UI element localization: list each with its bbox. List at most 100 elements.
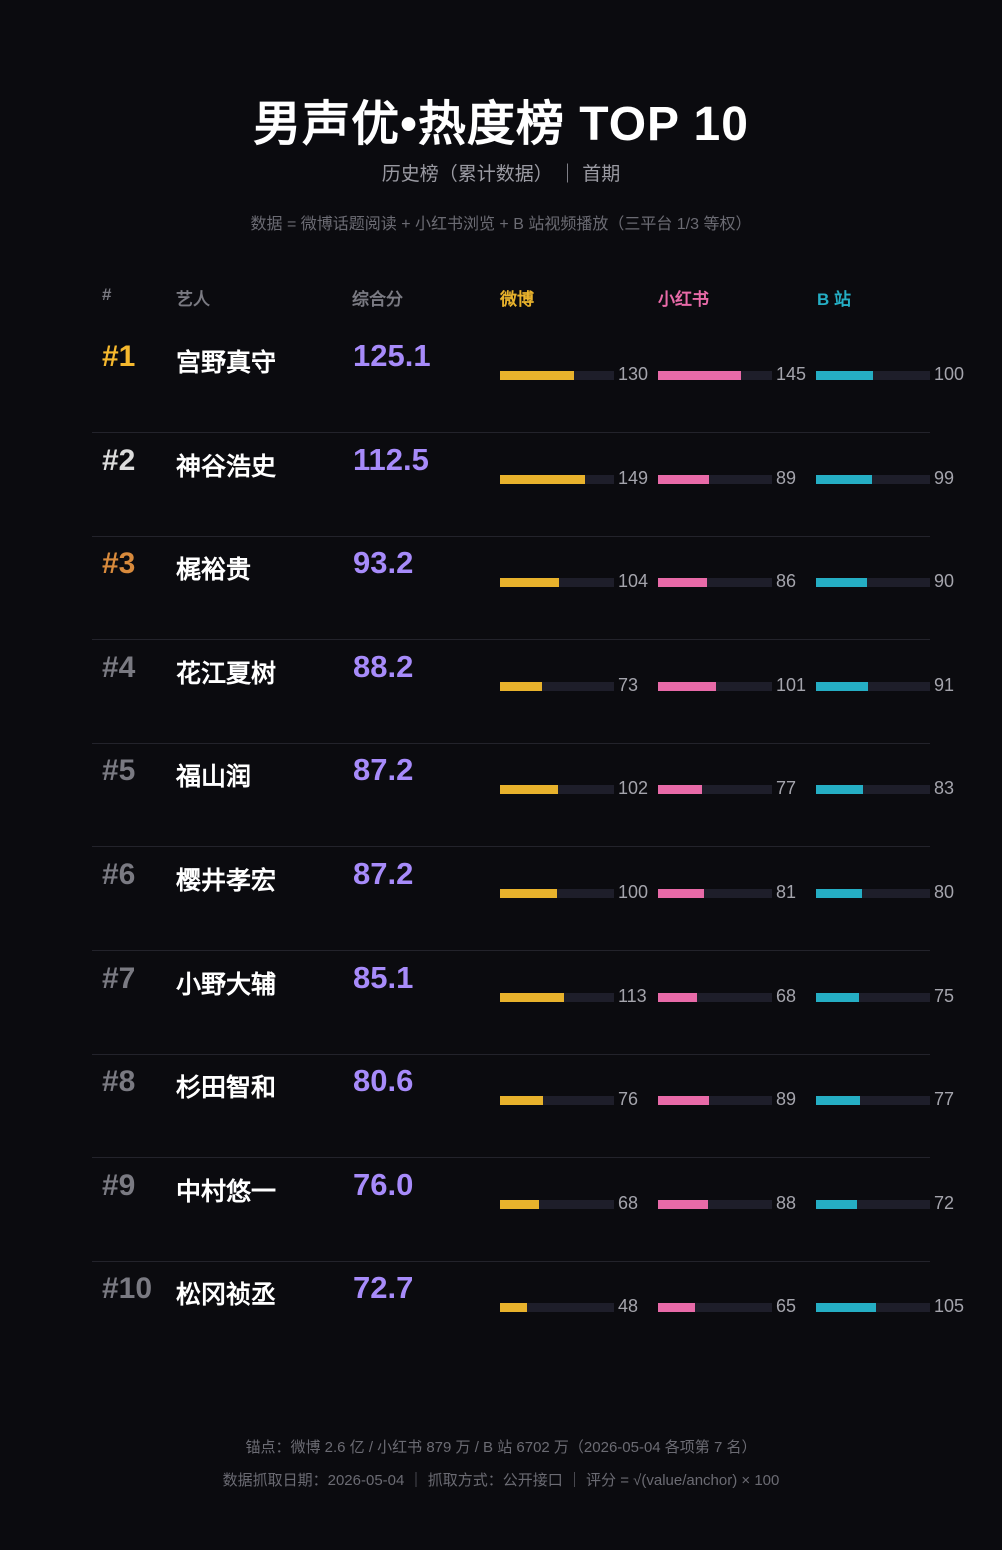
weibo-bar-fill	[500, 1199, 539, 1209]
artist-name: 宫野真守	[176, 349, 277, 377]
xhs-bar-track	[658, 785, 772, 795]
xhs-bar-fill	[658, 681, 716, 691]
bili-value: 99	[934, 467, 955, 488]
row-divider	[92, 742, 930, 744]
xhs-bar-track	[658, 474, 772, 484]
footer-anchor-note: 锚点：微博 2.6 亿 / 小红书 879 万 / B 站 6702 万（202…	[245, 1439, 757, 1456]
bili-value: 80	[934, 882, 955, 902]
composite-score: 87.2	[353, 752, 414, 788]
rank-label: #1	[102, 340, 136, 373]
table-row: #5 福山润 87.2 102 77 83	[92, 744, 954, 848]
row-divider	[92, 639, 930, 641]
artist-name: 福山润	[176, 763, 252, 792]
xhs-value: 77	[776, 778, 797, 799]
composite-score: 76.0	[353, 1166, 414, 1202]
column-header-xiaohongshu: 小红书	[658, 290, 709, 309]
weibo-value: 73	[618, 674, 639, 695]
weibo-bar-track	[500, 578, 614, 588]
bili-bar-fill	[816, 474, 873, 484]
page-subtitle: 历史榜（累计数据） ｜ 首期	[381, 164, 621, 185]
column-header-artist: 艺人	[176, 290, 210, 309]
bili-bar-track	[816, 992, 930, 1002]
weibo-value: 68	[618, 1192, 639, 1213]
weibo-value: 102	[618, 778, 649, 799]
composite-score: 80.6	[353, 1063, 414, 1099]
xhs-value: 65	[776, 1296, 797, 1317]
xhs-bar-fill	[658, 578, 708, 588]
row-divider	[92, 950, 930, 951]
table-row: #8 杉田智和 80.6 76 89 77	[92, 1055, 954, 1159]
xhs-bar-fill	[658, 1199, 709, 1209]
weibo-bar-track	[500, 992, 614, 1002]
bili-bar-track	[816, 371, 930, 380]
weibo-bar-track	[500, 371, 614, 380]
rank-label: #9	[102, 1168, 136, 1202]
table-row: #6 樱井孝宏 87.2 100 81 80	[92, 848, 954, 951]
weibo-bar-track	[500, 474, 614, 484]
rank-label: #10	[102, 1272, 153, 1306]
weibo-bar-track	[500, 889, 614, 898]
xhs-bar-track	[658, 992, 772, 1002]
weibo-value: 100	[618, 882, 649, 902]
xhs-bar-track	[658, 1199, 772, 1209]
xhs-bar-fill	[658, 889, 705, 898]
xhs-bar-track	[658, 681, 772, 691]
xhs-bar-track	[658, 889, 772, 898]
weibo-bar-fill	[500, 371, 575, 380]
bili-bar-fill	[816, 1096, 860, 1106]
xhs-bar-fill	[658, 992, 697, 1002]
xhs-bar-track	[658, 578, 772, 588]
table-row: #2 神谷浩史 112.5 149 89 99	[92, 434, 954, 537]
weibo-bar-track	[500, 681, 614, 691]
artist-name: 樱井孝宏	[176, 867, 277, 895]
table-row: #9 中村悠一 76.0 68 88 72	[92, 1159, 954, 1262]
artist-name: 松冈祯丞	[176, 1281, 277, 1310]
bili-bar-fill	[816, 785, 864, 795]
bili-bar-track	[816, 681, 930, 691]
weibo-bar-fill	[500, 1303, 528, 1313]
bili-bar-fill	[816, 1199, 858, 1209]
bili-value: 83	[934, 778, 955, 799]
column-header-bilibili: B 站	[817, 290, 851, 309]
rank-label: #8	[102, 1065, 136, 1099]
xhs-value: 88	[776, 1192, 797, 1213]
bili-bar-fill	[816, 371, 873, 380]
composite-score: 87.2	[353, 856, 414, 891]
weibo-bar-fill	[500, 1096, 544, 1106]
weibo-bar-fill	[500, 889, 557, 898]
bili-bar-fill	[816, 889, 862, 898]
xhs-bar-track	[658, 1096, 772, 1106]
xhs-value: 145	[776, 364, 807, 384]
bili-value: 105	[934, 1296, 965, 1317]
composite-score: 85.1	[353, 959, 414, 995]
weibo-value: 149	[618, 467, 649, 488]
weibo-bar-fill	[500, 992, 565, 1002]
row-divider	[92, 1157, 930, 1159]
artist-name: 中村悠一	[176, 1177, 277, 1206]
artist-name: 小野大辅	[176, 970, 277, 999]
bili-bar-fill	[816, 681, 868, 691]
data-formula-note: 数据 = 微博话题阅读 + 小红书浏览 + B 站视频播放（三平台 1/3 等权…	[250, 216, 752, 233]
composite-score: 112.5	[353, 441, 429, 477]
bili-value: 72	[934, 1192, 955, 1213]
composite-score: 125.1	[353, 338, 431, 373]
column-header-score: 综合分	[352, 290, 403, 309]
xhs-value: 89	[776, 1089, 797, 1110]
footer-meta-note: 数据抓取日期：2026-05-04 ｜ 抓取方式：公开接口 ｜ 评分 = √(v…	[222, 1472, 780, 1489]
xhs-bar-fill	[658, 474, 709, 484]
table-row: #10 松冈祯丞 72.7 48 65 105	[92, 1262, 964, 1365]
xhs-bar-fill	[658, 785, 702, 795]
bili-bar-track	[816, 1199, 930, 1209]
weibo-bar-track	[500, 785, 614, 795]
artist-name: 神谷浩史	[176, 452, 277, 481]
xhs-value: 89	[776, 467, 797, 488]
weibo-bar-track	[500, 1096, 614, 1106]
rank-label: #3	[102, 547, 136, 581]
weibo-bar-fill	[500, 681, 542, 691]
bili-value: 75	[934, 985, 955, 1006]
row-divider	[92, 1053, 930, 1055]
weibo-value: 76	[618, 1089, 639, 1110]
bili-value: 77	[934, 1089, 955, 1110]
bili-bar-track	[816, 474, 930, 484]
weibo-bar-fill	[500, 474, 585, 484]
